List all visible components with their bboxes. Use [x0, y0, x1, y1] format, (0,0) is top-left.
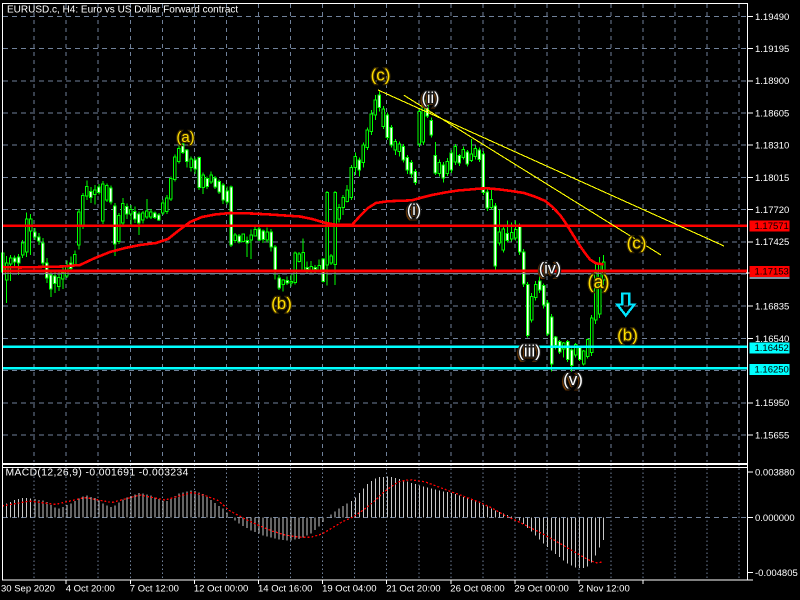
svg-text:(iii): (iii)	[518, 342, 541, 361]
svg-text:MACD(12,26,9) -0.001691 -0.003: MACD(12,26,9) -0.001691 -0.003234	[6, 468, 189, 479]
svg-text:1.17720: 1.17720	[755, 205, 789, 216]
svg-text:14 Oct 16:00: 14 Oct 16:00	[258, 584, 312, 595]
svg-text:1.19490: 1.19490	[755, 12, 789, 23]
svg-text:1.17153: 1.17153	[755, 267, 789, 278]
svg-text:1.18900: 1.18900	[755, 76, 789, 87]
svg-text:1.15655: 1.15655	[755, 430, 789, 441]
svg-text:1.19195: 1.19195	[755, 44, 789, 55]
svg-text:0.000000: 0.000000	[755, 513, 795, 524]
svg-text:12 Oct 00:00: 12 Oct 00:00	[194, 584, 248, 595]
svg-text:29 Oct 00:00: 29 Oct 00:00	[514, 584, 568, 595]
svg-text:(i): (i)	[406, 203, 420, 220]
svg-text:(a): (a)	[176, 129, 194, 146]
svg-text:1.16452: 1.16452	[755, 343, 789, 354]
svg-text:(iv): (iv)	[538, 262, 560, 279]
svg-text:1.18015: 1.18015	[755, 173, 789, 184]
svg-text:(a): (a)	[588, 272, 610, 292]
svg-text:(ii): (ii)	[422, 90, 440, 107]
svg-text:1.16835: 1.16835	[755, 302, 789, 313]
svg-text:1.18605: 1.18605	[755, 108, 789, 119]
svg-text:1.17571: 1.17571	[755, 221, 789, 232]
svg-text:(iii): (iii)	[517, 343, 540, 362]
svg-text:(c): (c)	[371, 66, 391, 85]
svg-text:30 Sep 2020: 30 Sep 2020	[1, 584, 55, 595]
svg-text:21 Oct 20:00: 21 Oct 20:00	[386, 584, 440, 595]
svg-text:(c): (c)	[627, 234, 647, 253]
svg-text:(b): (b)	[617, 326, 638, 345]
svg-text:(iv): (iv)	[539, 261, 561, 278]
svg-text:19 Oct 04:00: 19 Oct 04:00	[322, 584, 376, 595]
svg-text:EURUSD.c, H4: Euro vs US Doll: EURUSD.c, H4: Euro vs US Dollar Forward …	[7, 5, 238, 16]
svg-text:(i): (i)	[407, 202, 421, 219]
svg-text:1.17425: 1.17425	[755, 237, 789, 248]
svg-text:7 Oct 12:00: 7 Oct 12:00	[130, 584, 179, 595]
svg-text:1.15950: 1.15950	[755, 398, 789, 409]
svg-text:1.16250: 1.16250	[755, 365, 789, 376]
svg-text:-0.004805: -0.004805	[755, 568, 798, 579]
svg-text:2 Nov 12:00: 2 Nov 12:00	[579, 584, 630, 595]
svg-text:(v): (v)	[562, 371, 582, 390]
svg-text:4 Oct 20:00: 4 Oct 20:00	[66, 584, 115, 595]
svg-text:(v): (v)	[563, 370, 583, 389]
svg-text:0.003880: 0.003880	[755, 468, 795, 479]
svg-text:26 Oct 08:00: 26 Oct 08:00	[450, 584, 504, 595]
svg-text:(b): (b)	[271, 294, 292, 313]
svg-text:1.16540: 1.16540	[755, 334, 789, 345]
svg-text:(ii): (ii)	[420, 91, 438, 108]
svg-text:1.18310: 1.18310	[755, 141, 789, 152]
